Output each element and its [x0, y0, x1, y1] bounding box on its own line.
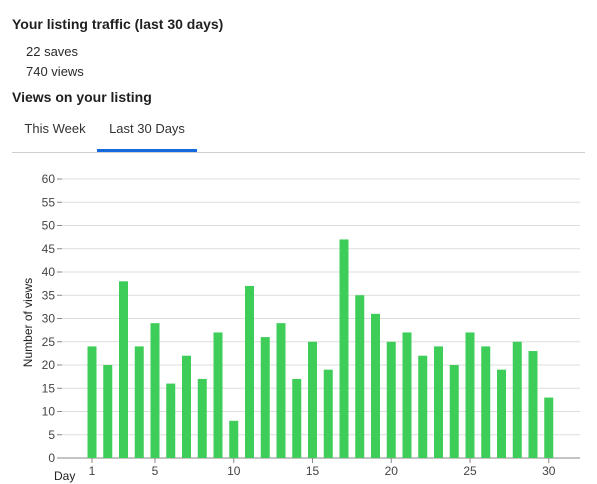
y-tick-label-25: 25 [42, 335, 56, 349]
y-tick-label-5: 5 [48, 428, 55, 442]
bar-day-16 [323, 369, 333, 458]
bar-day-17 [339, 239, 349, 458]
bar-day-4 [134, 346, 144, 458]
bar-day-8 [197, 378, 207, 458]
y-tick-label-15: 15 [42, 381, 56, 395]
bar-day-12 [260, 337, 270, 458]
bar-day-2 [103, 365, 113, 458]
x-tick-label-10: 10 [227, 464, 241, 478]
x-tick-label-15: 15 [306, 464, 320, 478]
bar-day-6 [166, 383, 176, 458]
bar-day-25 [465, 332, 475, 458]
views-tabs: This Week Last 30 Days [12, 112, 585, 153]
y-tick-label-30: 30 [42, 312, 56, 326]
bar-day-14 [292, 378, 302, 458]
y-tick-label-50: 50 [42, 219, 56, 233]
bar-day-26 [481, 346, 491, 458]
x-tick-label-5: 5 [152, 464, 159, 478]
y-tick-label-60: 60 [42, 172, 56, 186]
x-tick-label-25: 25 [463, 464, 477, 478]
bar-day-30 [544, 397, 554, 458]
views-count: 740 views [26, 64, 84, 79]
bar-day-13 [276, 323, 286, 458]
tab-last-30-days[interactable]: Last 30 Days [97, 112, 197, 152]
saves-count: 22 saves [26, 44, 79, 59]
bar-day-18 [355, 295, 365, 458]
bar-day-29 [528, 351, 538, 458]
bar-day-1 [87, 346, 97, 458]
y-tick-label-0: 0 [48, 451, 55, 465]
bar-day-22 [418, 355, 428, 458]
y-tick-label-35: 35 [42, 288, 56, 302]
views-section-title: Views on your listing [12, 89, 152, 105]
y-tick-label-45: 45 [42, 242, 56, 256]
bar-day-27 [497, 369, 506, 458]
y-tick-label-20: 20 [42, 358, 56, 372]
bar-day-9 [213, 332, 223, 458]
y-tick-label-10: 10 [42, 405, 56, 419]
y-axis-title: Number of views [21, 278, 35, 367]
bar-day-28 [512, 341, 522, 458]
x-tick-label-1: 1 [89, 464, 96, 478]
y-tick-label-40: 40 [42, 265, 56, 279]
bar-day-23 [434, 346, 443, 458]
bar-day-24 [449, 365, 459, 458]
bar-day-21 [402, 332, 412, 458]
bar-day-19 [371, 313, 380, 458]
bar-day-15 [308, 341, 317, 458]
y-tick-label-55: 55 [42, 195, 56, 209]
bar-day-5 [150, 323, 160, 458]
bar-day-7 [182, 355, 191, 458]
bar-day-20 [386, 341, 396, 458]
x-axis-title: Day [54, 469, 75, 483]
traffic-title: Your listing traffic (last 30 days) [12, 16, 224, 32]
bar-day-11 [245, 285, 254, 458]
x-tick-label-30: 30 [542, 464, 556, 478]
x-tick-label-20: 20 [385, 464, 399, 478]
tab-this-week[interactable]: This Week [24, 121, 86, 136]
bar-day-10 [229, 420, 239, 458]
bar-day-3 [119, 281, 128, 458]
